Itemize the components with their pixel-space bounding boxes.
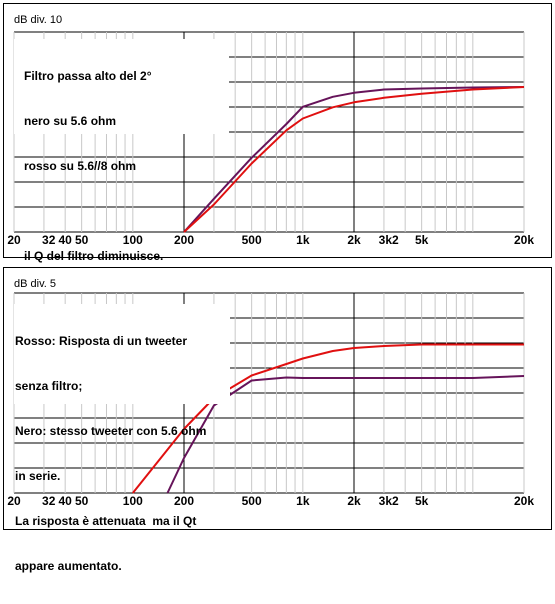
annotation-line: rosso su 5.6//8 ohm bbox=[24, 159, 137, 173]
x-tick-label: 20k bbox=[514, 494, 534, 508]
x-tick-label: 100 bbox=[123, 494, 143, 508]
annotation-line: appare aumentato. bbox=[15, 559, 122, 573]
x-tick-label: 1k bbox=[296, 494, 310, 508]
x-tick-label: 500 bbox=[242, 494, 262, 508]
annotation-line: il Q del filtro diminuisce. bbox=[24, 249, 164, 263]
x-tick-label: 5k bbox=[415, 233, 429, 247]
scale-label: dB div. 5 bbox=[14, 278, 56, 290]
x-tick-label: 2k bbox=[347, 233, 361, 247]
series-line bbox=[166, 375, 525, 494]
x-tick-label: 100 bbox=[123, 233, 143, 247]
annotation-box-top: Filtro passa alto del 2° nero su 5.6 ohm… bbox=[14, 39, 229, 263]
annotation-line: Rosso: Risposta di un tweeter bbox=[15, 334, 188, 348]
x-tick-label: 32 bbox=[42, 233, 56, 247]
x-tick-label: 20k bbox=[514, 233, 534, 247]
x-tick-label: 40 bbox=[58, 494, 72, 508]
x-tick-label: 1k bbox=[296, 233, 310, 247]
annotation-line: nero su 5.6 ohm bbox=[24, 114, 117, 128]
annotation-line: La risposta è attenuata ma il Qt bbox=[15, 514, 197, 528]
x-tick-label: 50 bbox=[75, 233, 89, 247]
x-tick-label: 32 bbox=[42, 494, 56, 508]
annotation-line: Filtro passa alto del 2° bbox=[24, 69, 152, 83]
x-tick-label: 20 bbox=[7, 494, 21, 508]
x-tick-label: 50 bbox=[75, 494, 89, 508]
annotation-box-bottom: Rosso: Risposta di un tweeter senza filt… bbox=[14, 304, 230, 573]
chart-panel-bottom: dB div. 5 20 32 40 50 100 200 500 1k 2k 3k2 5k 20k … bbox=[3, 267, 552, 573]
x-tick-label: 2k bbox=[347, 494, 361, 508]
annotation-line: senza filtro; bbox=[15, 379, 83, 393]
series-line bbox=[183, 86, 525, 233]
annotation-line bbox=[24, 204, 229, 219]
series-line bbox=[183, 86, 525, 233]
x-tick-label: 5k bbox=[415, 494, 429, 508]
chart-panel-top: dB div. 10 20 32 40 50 100 200 500 1k 2k 3k2 5k 20k… bbox=[3, 3, 552, 263]
x-tick-label: 3k2 bbox=[379, 233, 399, 247]
x-tick-label: 40 bbox=[58, 233, 72, 247]
annotation-line: in serie. bbox=[15, 469, 61, 483]
x-tick-label: 200 bbox=[174, 233, 194, 247]
x-tick-label: 3k2 bbox=[379, 494, 399, 508]
x-tick-label: 200 bbox=[174, 494, 194, 508]
annotation-line: Nero: stesso tweeter con 5.6 ohm bbox=[15, 424, 207, 438]
x-tick-label: 20 bbox=[7, 233, 21, 247]
x-tick-label: 500 bbox=[242, 233, 262, 247]
scale-label: dB div. 10 bbox=[14, 14, 63, 26]
